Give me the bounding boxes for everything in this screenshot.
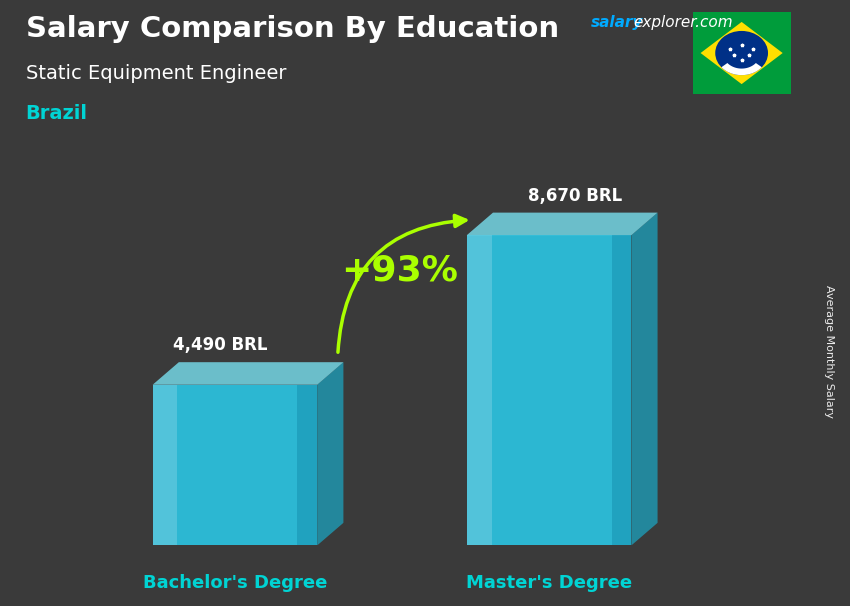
Text: 4,490 BRL: 4,490 BRL [173, 336, 267, 355]
Polygon shape [317, 362, 343, 545]
Polygon shape [467, 213, 658, 235]
Polygon shape [153, 362, 343, 385]
Text: +93%: +93% [341, 253, 458, 287]
Text: Bachelor's Degree: Bachelor's Degree [143, 574, 327, 592]
Polygon shape [722, 63, 762, 75]
Text: Average Monthly Salary: Average Monthly Salary [824, 285, 834, 418]
Bar [467, 235, 632, 545]
Text: explorer.com: explorer.com [633, 15, 733, 30]
Text: 8,670 BRL: 8,670 BRL [528, 187, 622, 205]
Circle shape [715, 31, 768, 75]
Bar [612, 235, 632, 545]
Polygon shape [632, 213, 658, 545]
Text: Static Equipment Engineer: Static Equipment Engineer [26, 64, 286, 82]
Bar [298, 385, 317, 545]
Bar [467, 235, 491, 545]
Text: Brazil: Brazil [26, 104, 88, 123]
Text: Salary Comparison By Education: Salary Comparison By Education [26, 15, 558, 43]
Text: Master's Degree: Master's Degree [466, 574, 632, 592]
Polygon shape [700, 22, 783, 84]
Bar [153, 385, 317, 545]
Bar [153, 385, 178, 545]
Text: salary: salary [591, 15, 643, 30]
